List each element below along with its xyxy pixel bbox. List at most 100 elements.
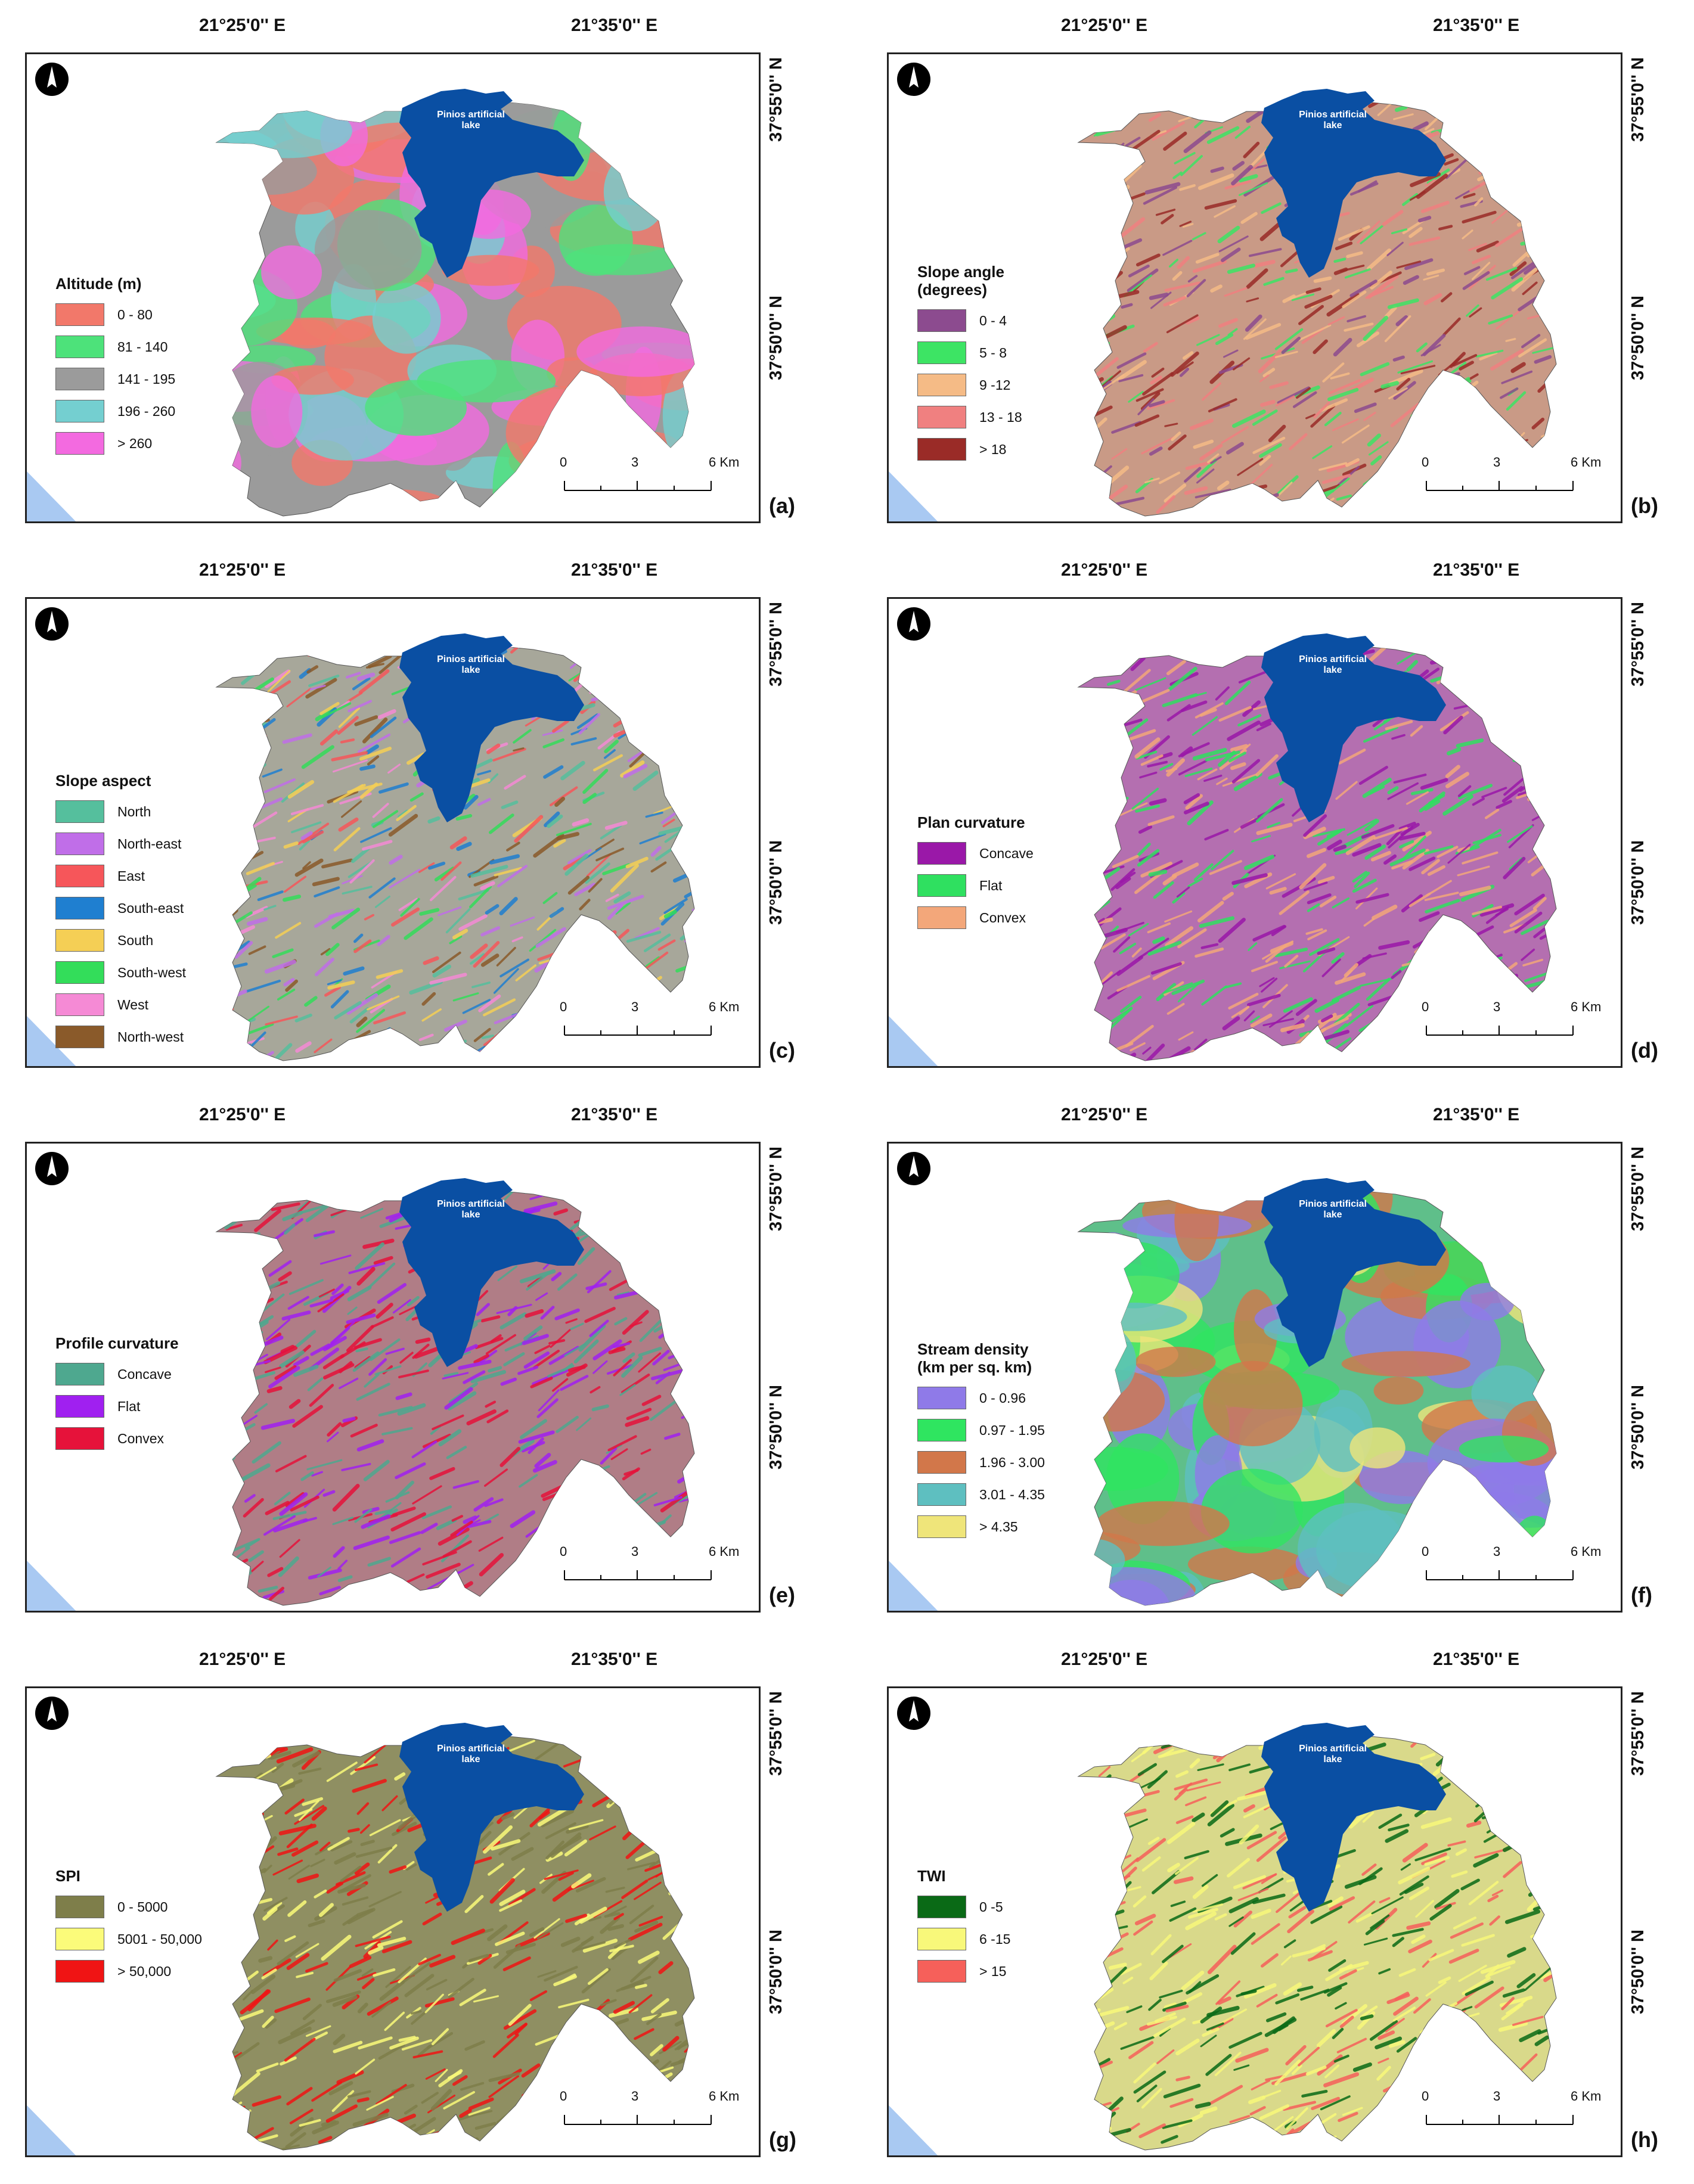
terrain-stroke [1501,656,1527,681]
legend: Plan curvature Concave Flat Convex [917,813,1034,934]
zone-patch [1341,1351,1470,1377]
terrain-stroke [1453,1040,1470,1046]
terrain-stroke [1408,892,1431,908]
terrain-stroke [590,1385,601,1394]
terrain-stroke [576,1417,592,1431]
terrain-stroke [1123,718,1149,739]
terrain-stroke [260,1418,296,1430]
legend-swatch [55,400,104,422]
terrain-stroke [229,1913,244,1921]
terrain-stroke [1373,827,1408,840]
terrain-stroke [274,1492,291,1506]
terrain-stroke [626,1408,652,1421]
longitude-label: 21°35'0'' E [571,560,658,580]
terrain-stroke [1401,2096,1426,2108]
legend-label: 0 - 80 [117,306,153,322]
legend: Altitude (m) 0 - 80 81 - 140 141 - 195 196 -… [55,275,175,459]
terrain-stroke [288,1279,324,1296]
terrain-stroke [1082,757,1103,765]
terrain-stroke [541,1485,564,1498]
terrain-stroke [1437,385,1466,399]
legend-item: > 15 [917,1955,1010,1987]
terrain-stroke [601,1494,623,1506]
terrain-stroke [1147,922,1171,934]
terrain-stroke [1485,670,1516,689]
terrain-stroke [272,1511,307,1520]
terrain-stroke [1545,257,1556,272]
terrain-stroke [222,806,234,816]
terrain-stroke [1245,323,1282,340]
terrain-stroke [1298,2046,1320,2067]
legend-swatch [917,341,966,364]
terrain-stroke [1402,849,1429,870]
legend-label: 196 - 260 [117,403,176,419]
terrain-stroke [373,1011,407,1025]
legend-swatch [55,993,104,1016]
zone-patch [314,210,422,290]
terrain-stroke [534,1344,551,1354]
terrain-stroke [338,707,360,728]
terrain-stroke [337,716,359,735]
terrain-stroke [376,969,404,979]
terrain-stroke [1279,890,1310,915]
terrain-stroke [1280,1955,1292,1966]
legend-swatch [917,438,966,461]
terrain-stroke [1435,1902,1456,1910]
terrain-stroke [1486,666,1519,679]
terrain-stroke [567,984,586,1002]
terrain-stroke [385,1491,410,1503]
legend-label: North-east [117,835,182,852]
terrain-stroke [569,2027,582,2039]
terrain-stroke [601,656,615,669]
terrain-stroke [584,1307,616,1323]
legend: SPI 0 - 5000 5001 - 50,000 > 50,000 [55,1867,202,1987]
terrain-stroke [1296,1986,1314,1992]
terrain-stroke [306,1459,343,1471]
terrain-stroke [506,841,520,852]
terrain-stroke [1119,943,1137,955]
zone-patch [1460,1282,1515,1321]
terrain-stroke [1192,716,1218,736]
terrain-stroke [1335,241,1353,250]
terrain-stroke [339,1377,359,1390]
terrain-stroke [1307,893,1332,905]
terrain-stroke [1251,1909,1271,1919]
terrain-stroke [1127,268,1159,293]
terrain-stroke [464,2040,485,2051]
terrain-stroke [678,1492,694,1503]
terrain-stroke [1450,1922,1484,1939]
terrain-stroke [625,658,642,672]
terrain-stroke [1228,1916,1244,1927]
terrain-stroke [1450,953,1483,977]
terrain-stroke [1079,1837,1098,1846]
terrain-stroke [572,1505,588,1516]
terrain-stroke [1376,467,1395,477]
terrain-stroke [248,1168,276,1186]
terrain-stroke [1283,997,1313,1013]
terrain-stroke [669,1338,687,1345]
terrain-stroke [540,1809,574,1828]
terrain-stroke [499,1312,527,1329]
terrain-stroke [1553,779,1556,791]
panel-label: (e) [769,1583,795,1607]
terrain-stroke [1447,747,1462,756]
terrain-stroke [1231,759,1261,784]
map-panel-h: 21°25'0'' E 21°35'0'' E 37°55'0'' N 37°50'0… [862,1649,1694,2184]
terrain-stroke [1546,644,1556,648]
terrain-stroke [1192,1903,1223,1913]
terrain-stroke [1440,379,1472,394]
latitude-label: 37°55'0'' N [767,602,786,686]
terrain-stroke [1317,947,1336,955]
terrain-stroke [1098,744,1113,750]
terrain-stroke [1523,130,1556,143]
legend-item: 0 - 80 [55,299,175,331]
north-arrow-icon [35,1697,69,1730]
terrain-stroke [1225,2124,1257,2150]
terrain-stroke [312,2031,328,2041]
terrain-stroke [1143,341,1158,353]
terrain-stroke [638,1352,662,1373]
terrain-stroke [354,1862,370,1875]
terrain-stroke [1483,652,1507,669]
